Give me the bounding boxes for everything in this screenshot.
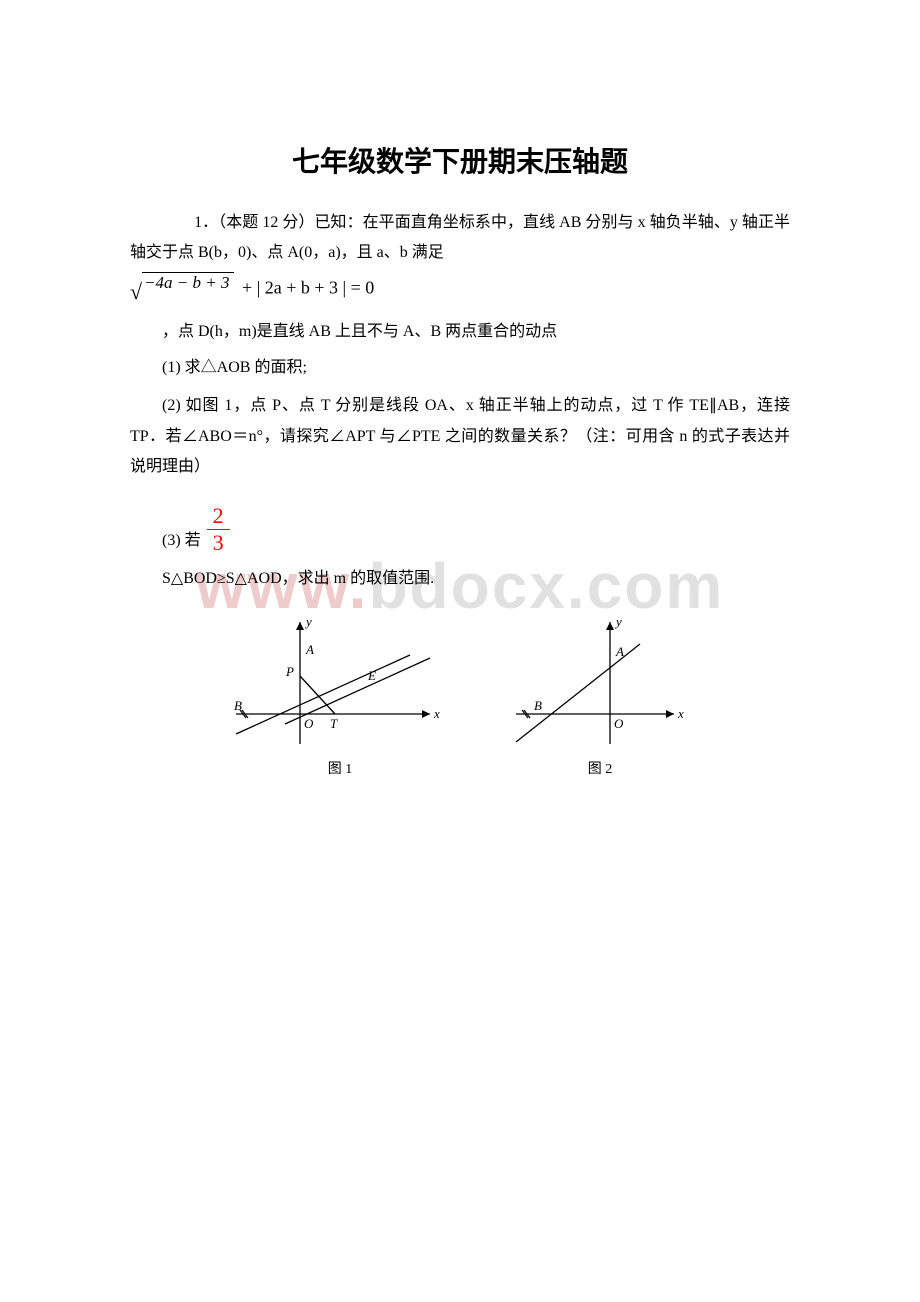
figures-row: y A P B O T E x 图 1	[130, 614, 790, 778]
intro-pre-text: 1．（本题 12 分）已知：在平面直角坐标系中，直线 AB 分别与 x 轴负半轴…	[130, 208, 790, 269]
fraction-denominator: 3	[207, 529, 230, 554]
figure-1-caption: 图 1	[328, 758, 353, 778]
question-1: (1) 求△AOB 的面积;	[130, 353, 790, 383]
fraction-2-3: 2 3	[207, 505, 230, 554]
sqrt-body: −4a − b + 3	[142, 272, 233, 293]
condition-equation: √−4a − b + 3 + | 2a + b + 3 | = 0	[130, 269, 374, 311]
fig2-label-y: y	[614, 614, 622, 629]
fig2-label-A: A	[615, 644, 624, 659]
figure-2-caption: 图 2	[588, 758, 613, 778]
figure-2-svg: y A B O x	[510, 614, 690, 754]
fig1-label-P: P	[285, 664, 294, 679]
fig2-label-x: x	[677, 706, 684, 721]
fig1-label-B: B	[234, 698, 242, 713]
intro-post: ，点 D(h，m)是直线 AB 上且不与 A、B 两点重合的动点	[130, 317, 790, 347]
fig1-label-A: A	[305, 642, 314, 657]
fig1-label-O: O	[304, 716, 314, 731]
figure-1: y A P B O T E x 图 1	[230, 614, 450, 778]
fig1-label-T: T	[330, 716, 338, 731]
fraction-numerator: 2	[207, 505, 230, 529]
fig1-label-y: y	[304, 614, 312, 629]
question-3-post: S△BOD≥S△AOD，求出 m 的取值范围.	[130, 564, 790, 594]
fig2-label-O: O	[614, 716, 624, 731]
figure-2: y A B O x 图 2	[510, 614, 690, 778]
fig2-label-B: B	[534, 698, 542, 713]
abs-part: + | 2a + b + 3 | = 0	[238, 277, 375, 297]
figure-1-svg: y A P B O T E x	[230, 614, 450, 754]
page-title: 七年级数学下册期末压轴题	[130, 140, 790, 180]
question-3-prefix: (3) 若 2 3	[130, 505, 790, 554]
q3-label: (3) 若	[162, 526, 201, 550]
problem-intro: 1．（本题 12 分）已知：在平面直角坐标系中，直线 AB 分别与 x 轴负半轴…	[130, 208, 790, 311]
fig1-label-x: x	[433, 706, 440, 721]
fig1-label-E: E	[367, 668, 376, 683]
question-2: (2) 如图 1，点 P、点 T 分别是线段 OA、x 轴正半轴上的动点，过 T…	[130, 391, 790, 482]
